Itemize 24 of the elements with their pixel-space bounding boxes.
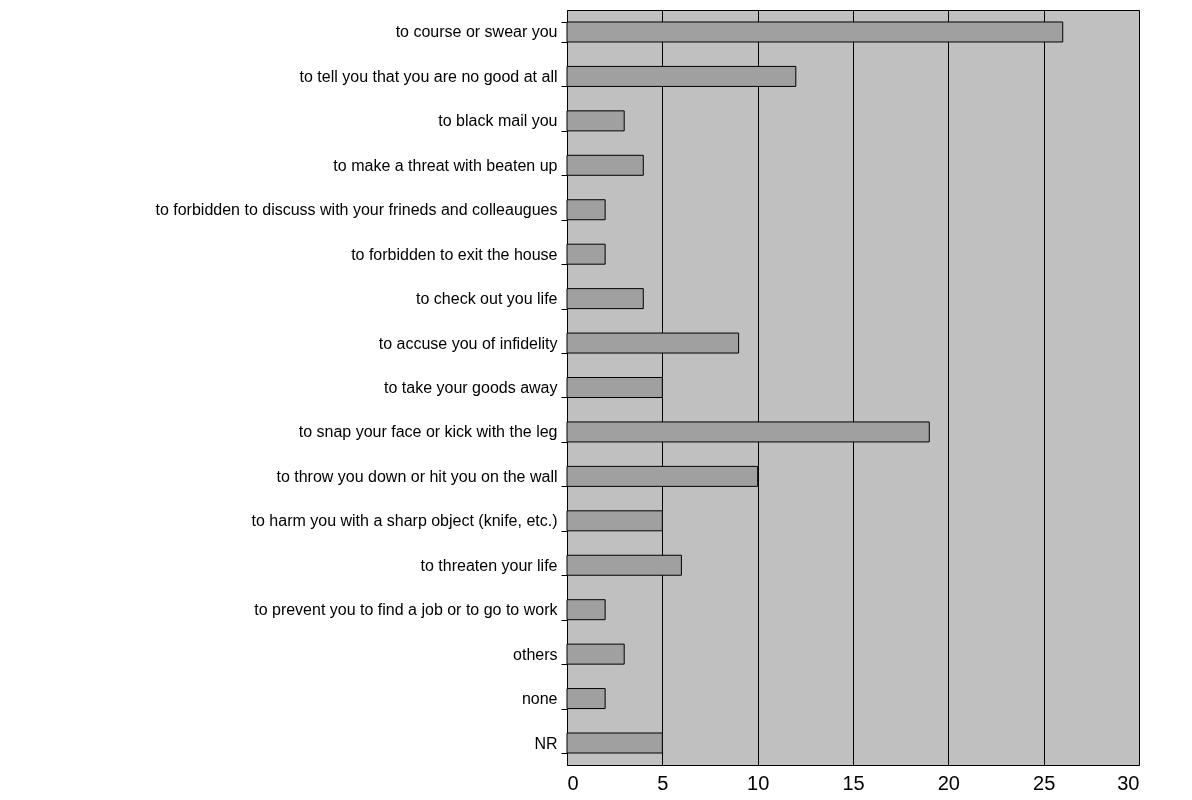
y-tick-label: to take your goods away [384, 379, 558, 396]
x-tick-label: 30 [1117, 771, 1140, 794]
y-tick-label: to check out you life [416, 290, 558, 308]
y-tick-label: to prevent you to find a job or to go to work [254, 601, 559, 619]
x-tick-label: 25 [1033, 771, 1056, 794]
y-tick-label: to forbidden to exit the house [351, 245, 558, 263]
y-tick-label: none [521, 690, 558, 708]
y-tick-label: to throw you down or hit you on the wall [276, 467, 558, 485]
x-tick-label: 10 [747, 771, 770, 794]
y-tick-label: to tell you that you are no good at all [299, 67, 558, 85]
y-tick-label: others [513, 645, 558, 663]
x-tick-label: 0 [567, 771, 579, 794]
y-tick-label: to forbidden to discuss with your frineds and colleaugues [155, 201, 558, 219]
y-tick-label: to harm you with a sharp object (knife, etc.) [251, 512, 558, 530]
y-tick-label: to black mail you [438, 112, 558, 130]
x-tick-label: 15 [842, 771, 865, 794]
y-tick-label: NR [534, 734, 558, 752]
y-tick-label: to snap your face or kick with the leg [298, 423, 558, 441]
y-tick-label: to threaten your life [420, 556, 558, 574]
y-tick-label: to course or swear you [395, 23, 558, 41]
x-tick-label: 20 [937, 771, 960, 794]
y-tick-label: to accuse you of infidelity [378, 334, 558, 352]
x-tick-label: 5 [657, 771, 669, 794]
y-tick-label: to make a threat with beaten up [333, 156, 558, 174]
